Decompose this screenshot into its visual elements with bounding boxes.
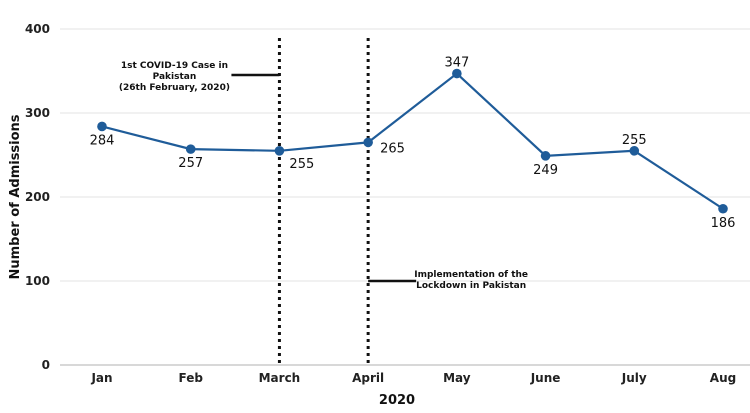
x-tick-label: Aug	[710, 371, 736, 385]
x-tick-label: Jan	[90, 371, 112, 385]
x-axis-ticks: Jan Feb March April May June July Aug	[90, 371, 736, 385]
annotation-text: Pakistan	[153, 72, 197, 82]
x-axis-title: 2020	[379, 393, 415, 408]
y-tick-label: 100	[25, 274, 50, 288]
x-tick-label: March	[259, 371, 301, 385]
data-point	[363, 137, 373, 148]
annotation-text: Lockdown in Pakistan	[416, 281, 526, 291]
data-point	[97, 121, 107, 132]
data-points	[97, 68, 728, 214]
data-labels: 284 257 255 265 347 249 255 186	[90, 56, 736, 231]
y-tick-label: 200	[25, 190, 50, 204]
data-label: 347	[444, 56, 469, 71]
data-point	[629, 146, 640, 156]
data-point	[718, 203, 728, 214]
data-label: 257	[178, 156, 203, 171]
annotation-text: Implementation of the	[414, 270, 528, 280]
data-label: 255	[622, 133, 647, 148]
series-line	[101, 72, 724, 210]
x-tick-label: July	[621, 371, 647, 385]
data-point	[274, 146, 285, 156]
y-tick-label: 300	[25, 106, 50, 120]
data-point	[540, 151, 551, 161]
x-tick-label: Feb	[178, 371, 203, 385]
x-tick-label: May	[443, 371, 471, 385]
event-markers	[277, 38, 370, 365]
data-label: 255	[289, 157, 314, 172]
x-tick-label: June	[530, 371, 561, 385]
y-axis-ticks: 0 100 200 300 400	[25, 22, 50, 372]
y-axis-title: Number of Admissions	[8, 114, 23, 279]
data-label: 186	[711, 216, 736, 231]
data-point	[185, 144, 196, 154]
annotation-text: 1st COVID-19 Case in	[121, 61, 228, 71]
annotation-text: (26th February, 2020)	[119, 83, 230, 93]
data-label: 284	[90, 133, 115, 148]
data-label: 265	[380, 141, 405, 156]
data-point	[452, 68, 462, 79]
x-tick-label: April	[352, 371, 384, 385]
y-tick-label: 400	[25, 22, 50, 36]
y-tick-label: 0	[42, 358, 50, 372]
data-label: 249	[533, 163, 558, 178]
